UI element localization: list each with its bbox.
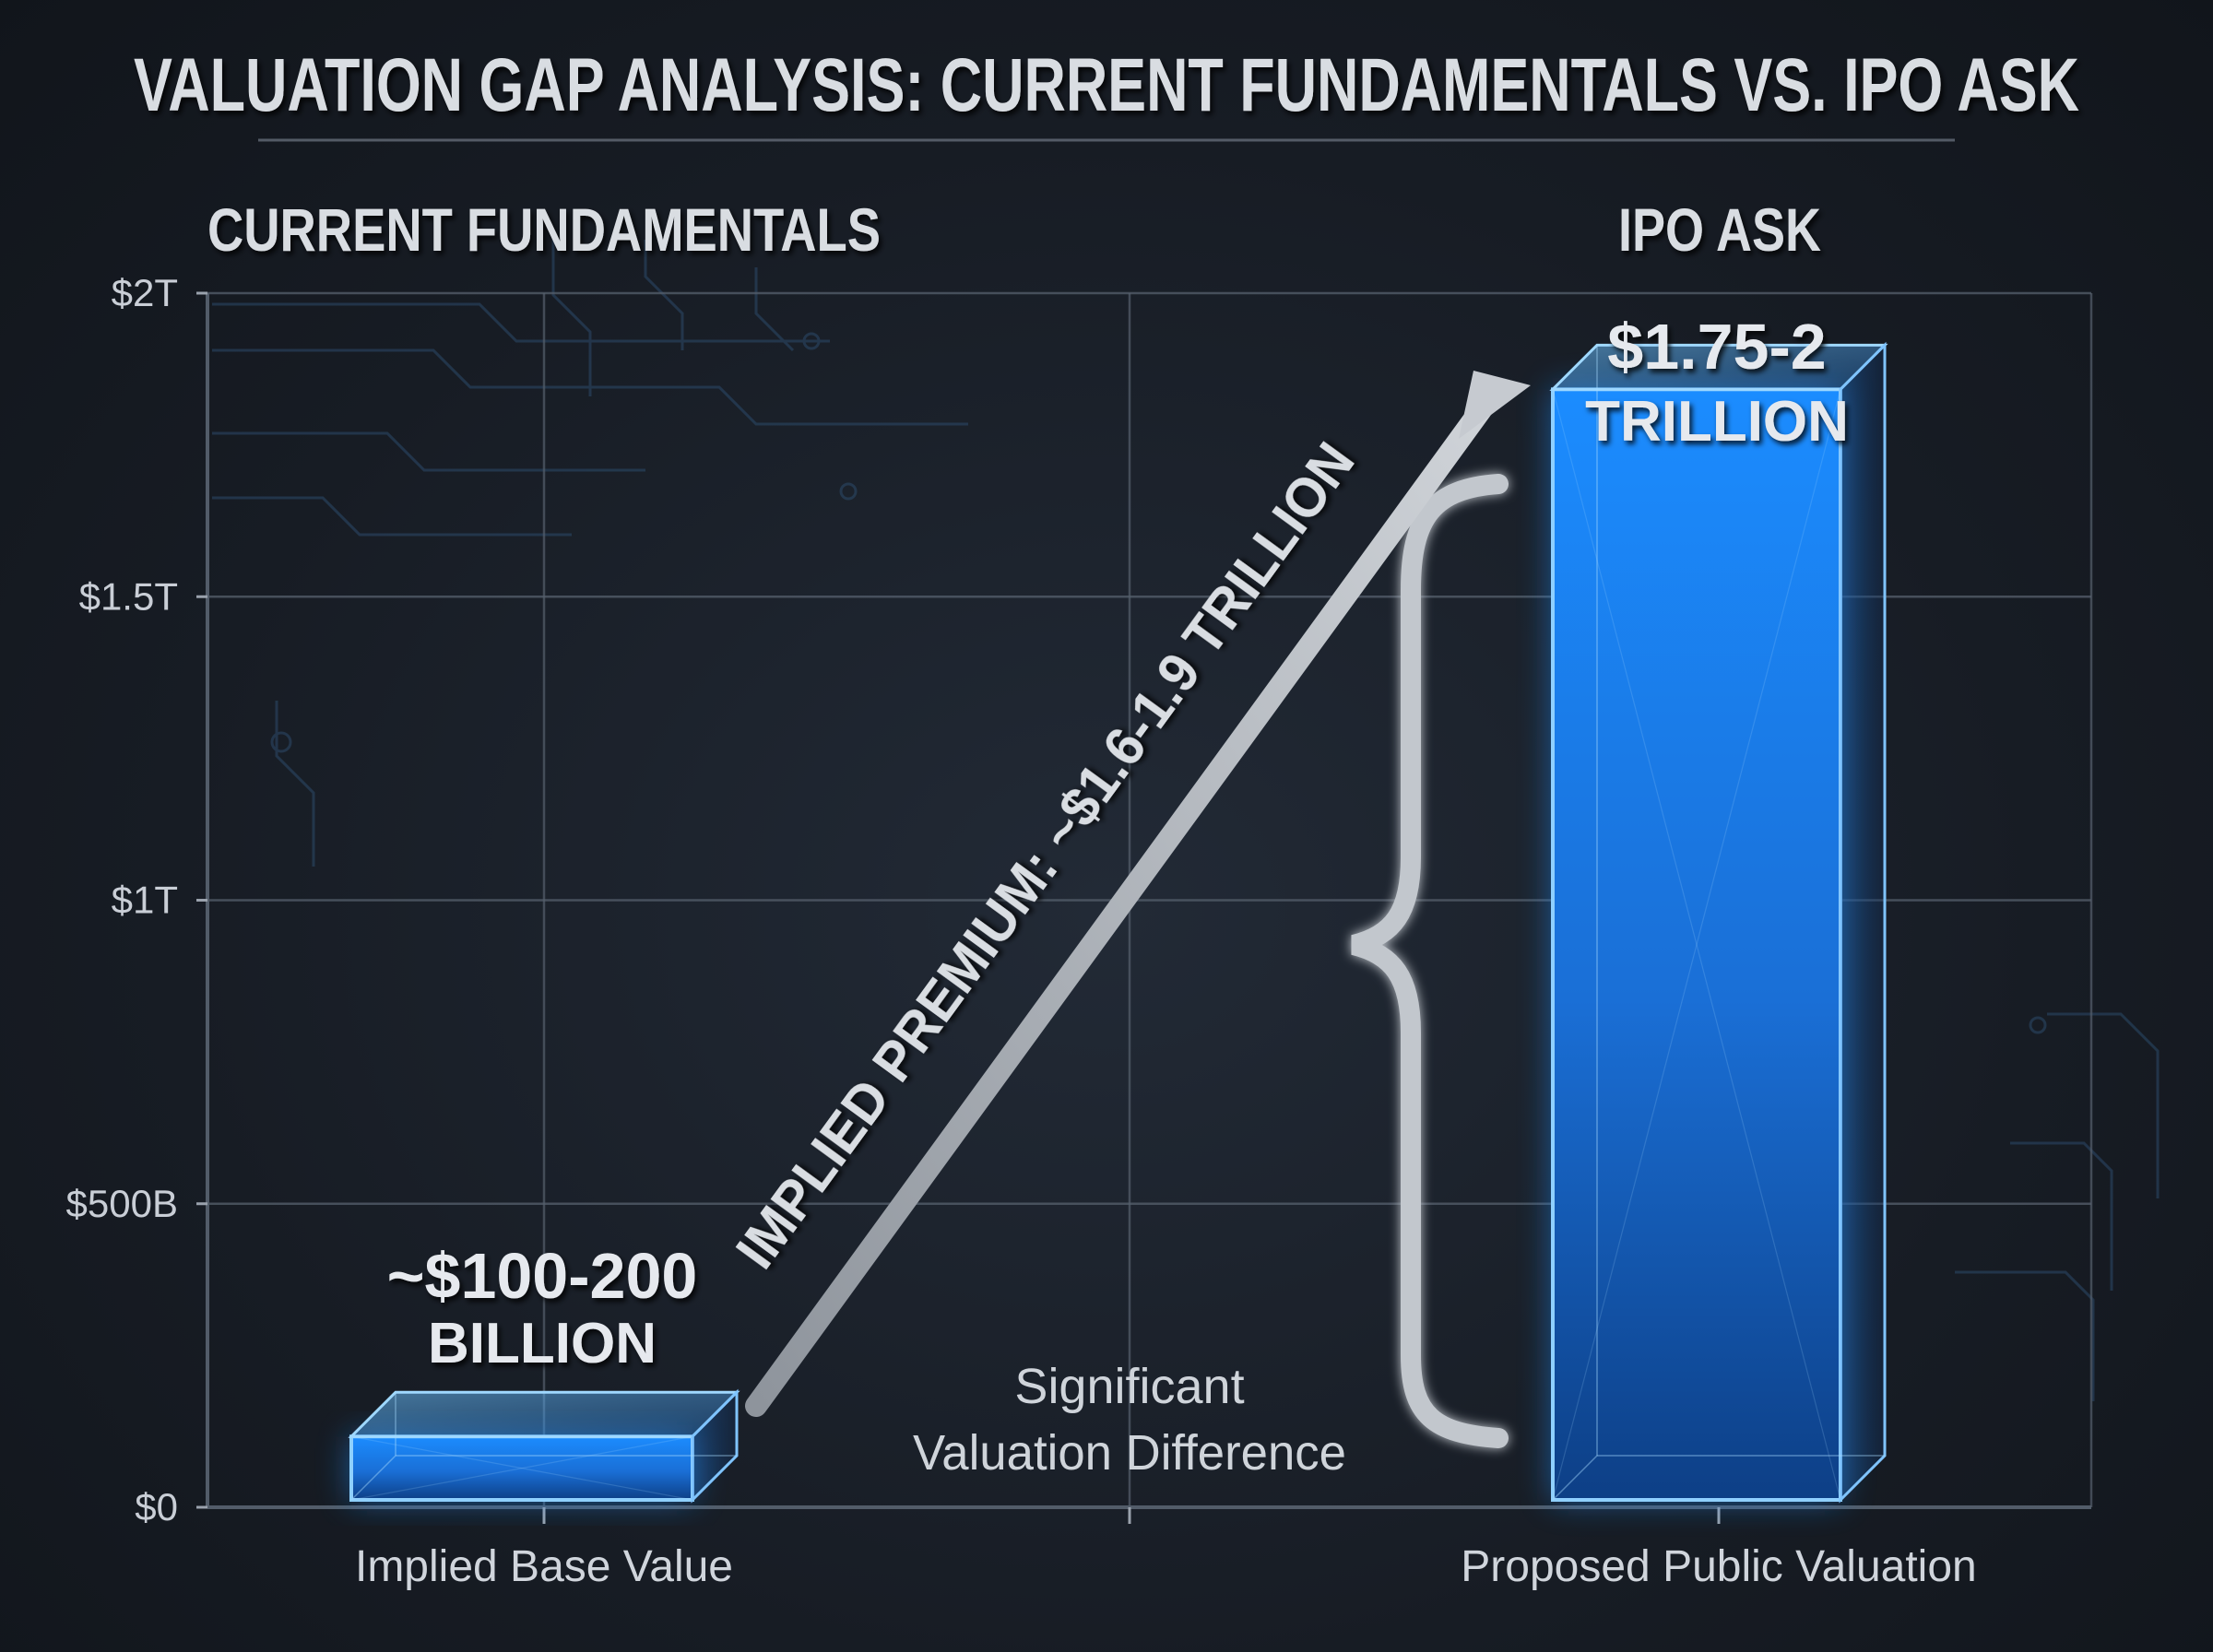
category-label-1: Implied Base Value [355, 1542, 733, 1591]
bar-2-unit-label: TRILLION [1585, 390, 1849, 454]
gap-note-line1: Significant [1014, 1359, 1244, 1414]
arrow-label: IMPLIED PREMIUM: ~$1.6-1.9 TRILLION [724, 431, 1366, 1280]
bar-wire [1552, 389, 1841, 1501]
premium-arrow [745, 371, 1531, 1417]
y-tick-label: $500B [66, 1182, 178, 1225]
y-tick-label: $1T [112, 879, 178, 922]
bar-top-face [348, 1390, 740, 1438]
bar-wire [1552, 389, 1841, 1501]
x-axis [542, 1507, 1721, 1524]
right-heading: IPO ASK [1618, 195, 1821, 264]
bar-front-face [1551, 387, 1842, 1502]
bar-wire [350, 1455, 396, 1501]
bar-wire [1552, 1455, 1598, 1501]
left-heading: CURRENT FUNDAMENTALS [207, 195, 881, 264]
chart-title: VALUATION GAP ANALYSIS: CURRENT FUNDAMEN… [134, 43, 2079, 127]
bar-1-value-label: ~$100-200 [387, 1240, 698, 1312]
bar-2 [1549, 341, 1888, 1504]
y-axis: $0 $500B $1T $1.5T $2T [66, 271, 207, 1528]
bar-2-value-label: $1.75-2 [1607, 311, 1826, 383]
category-label-2: Proposed Public Valuation [1461, 1542, 1976, 1591]
bar-wire [350, 1435, 693, 1501]
gap-note-line2: Valuation Difference [913, 1425, 1346, 1481]
bar-side-face [1839, 341, 1887, 1504]
bar-wire [350, 1435, 693, 1501]
y-tick-label: $2T [112, 271, 178, 314]
bar-series [348, 341, 1888, 1504]
y-tick-label: $0 [135, 1485, 178, 1528]
bar-side-face [691, 1388, 739, 1504]
bar-1 [348, 1388, 740, 1504]
y-tick-label: $1.5T [79, 574, 178, 618]
gap-brace [1351, 474, 1509, 1448]
bar-1-unit-label: BILLION [428, 1312, 657, 1375]
bar-front-face [349, 1434, 694, 1502]
